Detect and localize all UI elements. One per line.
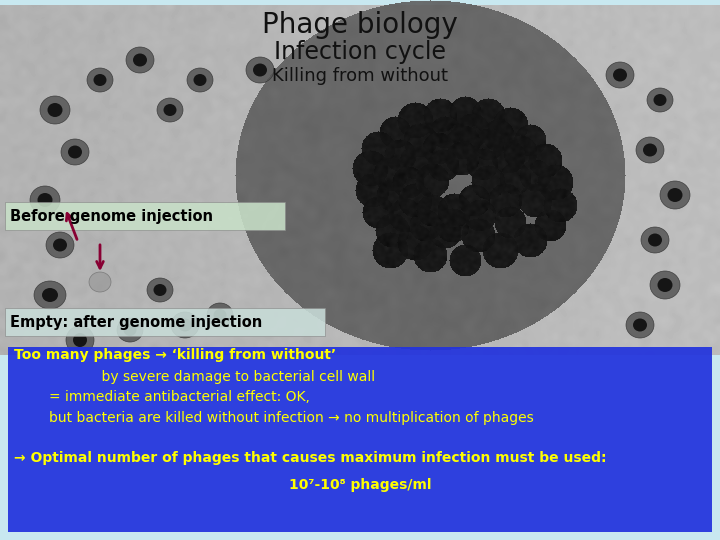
Text: Killing from without: Killing from without <box>272 67 448 85</box>
Text: = immediate antibacterial effect: OK,: = immediate antibacterial effect: OK, <box>14 390 310 404</box>
Ellipse shape <box>163 104 176 116</box>
Ellipse shape <box>194 74 207 86</box>
Text: Phage biology: Phage biology <box>262 11 458 39</box>
Ellipse shape <box>37 193 53 207</box>
Ellipse shape <box>643 144 657 157</box>
Ellipse shape <box>178 319 192 332</box>
Ellipse shape <box>633 319 647 332</box>
Ellipse shape <box>89 272 111 292</box>
Text: Before genome injection: Before genome injection <box>10 208 213 224</box>
Ellipse shape <box>124 324 137 336</box>
Ellipse shape <box>40 96 70 124</box>
Ellipse shape <box>647 88 673 112</box>
Text: by severe damage to bacterial cell wall: by severe damage to bacterial cell wall <box>14 370 375 384</box>
Ellipse shape <box>171 312 199 338</box>
Ellipse shape <box>42 288 58 302</box>
Ellipse shape <box>61 139 89 165</box>
Ellipse shape <box>30 186 60 214</box>
Bar <box>5 308 325 336</box>
Ellipse shape <box>187 68 213 92</box>
Bar <box>5 202 285 230</box>
Ellipse shape <box>613 69 627 82</box>
Ellipse shape <box>126 47 154 73</box>
Ellipse shape <box>648 233 662 246</box>
Bar <box>0 0 720 110</box>
Ellipse shape <box>654 94 667 106</box>
Ellipse shape <box>650 271 680 299</box>
Ellipse shape <box>87 68 113 92</box>
Ellipse shape <box>133 53 147 66</box>
Ellipse shape <box>657 278 672 292</box>
Ellipse shape <box>48 103 63 117</box>
Ellipse shape <box>94 74 107 86</box>
Ellipse shape <box>53 239 67 252</box>
Ellipse shape <box>153 284 166 296</box>
Ellipse shape <box>606 62 634 88</box>
Ellipse shape <box>157 98 183 122</box>
Ellipse shape <box>214 309 227 321</box>
Text: Empty: after genome injection: Empty: after genome injection <box>10 314 262 329</box>
Ellipse shape <box>667 188 683 202</box>
Ellipse shape <box>66 326 94 354</box>
Ellipse shape <box>117 318 143 342</box>
Ellipse shape <box>660 181 690 209</box>
Ellipse shape <box>73 333 87 347</box>
Ellipse shape <box>46 232 74 258</box>
Bar <box>8 347 712 532</box>
Ellipse shape <box>246 57 274 83</box>
Ellipse shape <box>641 227 669 253</box>
Text: 10⁷-10⁸ phages/ml: 10⁷-10⁸ phages/ml <box>289 478 431 492</box>
Ellipse shape <box>626 312 654 338</box>
Text: Too many phages → ‘killing from without’: Too many phages → ‘killing from without’ <box>14 348 336 362</box>
Text: → Optimal number of phages that causes maximum infection must be used:: → Optimal number of phages that causes m… <box>14 451 606 465</box>
Ellipse shape <box>147 278 173 302</box>
Ellipse shape <box>34 281 66 309</box>
Ellipse shape <box>68 145 82 159</box>
Ellipse shape <box>253 64 267 77</box>
Text: Infection cycle: Infection cycle <box>274 40 446 64</box>
Ellipse shape <box>207 303 233 327</box>
Text: but bacteria are killed without infection → no multiplication of phages: but bacteria are killed without infectio… <box>14 411 534 425</box>
Ellipse shape <box>636 137 664 163</box>
